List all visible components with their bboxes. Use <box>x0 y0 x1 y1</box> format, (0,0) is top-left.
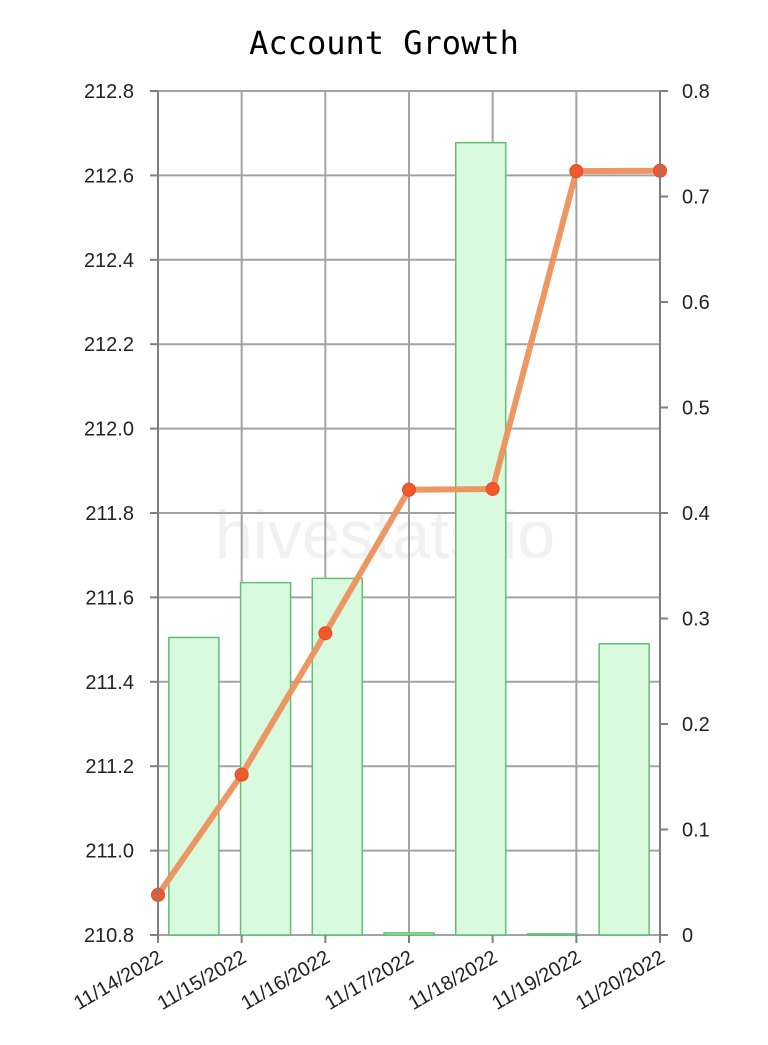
chart-title: Account Growth <box>249 24 519 62</box>
line-series <box>151 163 667 902</box>
x-tick-label: 11/16/2022 <box>237 946 333 1014</box>
bar-series <box>168 141 650 936</box>
data-point <box>234 767 249 782</box>
axes <box>150 90 668 943</box>
x-tick-label: 11/17/2022 <box>321 946 417 1014</box>
x-tick-label: 11/18/2022 <box>405 946 501 1014</box>
y-left-tick-label: 212.2 <box>84 334 134 356</box>
x-tick-label: 11/15/2022 <box>154 946 250 1014</box>
y-axis-left-ticks: 210.8 211.0 211.2 211.4 211.6 211.8 212.0 212.2… <box>84 81 134 947</box>
bar <box>454 141 507 936</box>
y-left-tick-label: 212.6 <box>84 165 134 187</box>
data-point <box>569 164 584 179</box>
y-left-tick-label: 211.6 <box>85 587 134 609</box>
bar <box>526 933 579 936</box>
data-point <box>485 481 500 496</box>
y-right-tick-label: 0.2 <box>682 714 710 736</box>
x-axis-ticks: 11/14/202211/15/202211/16/202211/17/2022… <box>70 946 668 1014</box>
x-tick-label: 11/14/2022 <box>70 946 166 1014</box>
gridlines <box>157 90 661 936</box>
y-right-tick-label: 0.1 <box>682 820 710 842</box>
y-right-tick-label: 0.5 <box>682 398 710 420</box>
x-tick-label: 11/19/2022 <box>488 946 584 1014</box>
y-axis-right-ticks: 0 0.1 0.2 0.3 0.4 0.5 0.6 0.7 0.8 <box>682 81 710 947</box>
bar <box>383 932 435 936</box>
y-left-tick-label: 212.8 <box>84 81 134 103</box>
y-right-tick-label: 0.6 <box>682 292 710 314</box>
y-left-tick-label: 210.8 <box>84 925 134 947</box>
y-right-tick-label: 0.3 <box>682 609 710 631</box>
y-left-tick-label: 211.4 <box>85 672 134 694</box>
x-tick-label: 11/20/2022 <box>572 946 668 1014</box>
y-left-tick-label: 211.8 <box>85 503 134 525</box>
bar <box>598 643 650 936</box>
data-point <box>402 482 416 497</box>
bar <box>168 636 220 936</box>
y-right-tick-label: 0 <box>682 925 693 947</box>
y-left-tick-label: 212.0 <box>84 419 134 441</box>
y-left-tick-label: 211.0 <box>85 841 134 863</box>
y-right-tick-label: 0.8 <box>682 81 710 103</box>
y-right-tick-label: 0.7 <box>682 187 710 209</box>
y-left-tick-label: 212.4 <box>84 250 134 272</box>
y-right-tick-label: 0.4 <box>682 503 710 525</box>
y-left-tick-label: 211.2 <box>85 756 134 778</box>
data-point <box>318 626 333 641</box>
